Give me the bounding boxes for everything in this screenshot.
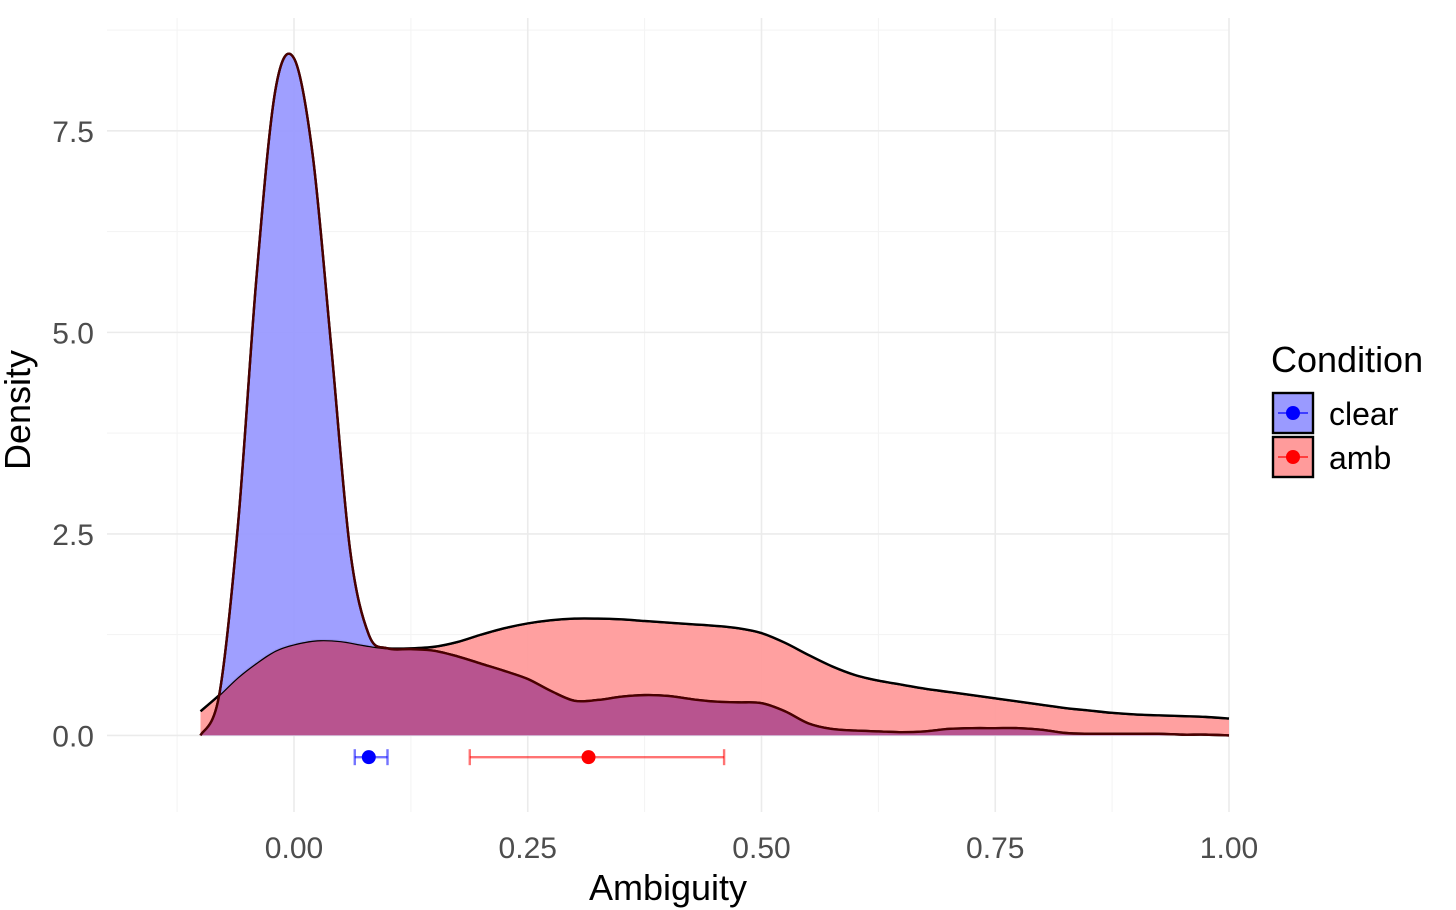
legend-label-clear: clear (1329, 396, 1399, 432)
y-tick-label: 2.5 (52, 519, 94, 552)
x-axis-title: Ambiguity (589, 867, 747, 908)
legend-item-clear: clear (1271, 391, 1399, 435)
y-tick-label: 7.5 (52, 116, 94, 149)
x-tick-label: 0.75 (966, 832, 1024, 865)
density-areas (199, 52, 1230, 737)
x-tick-label: 0.00 (265, 832, 323, 865)
y-tick-label: 5.0 (52, 317, 94, 350)
legend-key-amb-point (1286, 450, 1300, 464)
x-tick-label: 1.00 (1200, 832, 1258, 865)
legend-item-amb: amb (1271, 435, 1391, 479)
tick-labels: 0.00 0.25 0.50 0.75 1.00 0.0 2.5 5.0 7.5 (52, 116, 1258, 865)
density-overlap (200, 618, 1229, 736)
legend-title: Condition (1271, 339, 1423, 380)
x-tick-label: 0.25 (499, 832, 557, 865)
y-axis-title: Density (0, 350, 38, 470)
legend-label-amb: amb (1329, 440, 1391, 476)
legend: Condition clear amb (1271, 339, 1423, 479)
mean-errorbars (353, 749, 726, 766)
legend-key-clear-point (1286, 406, 1300, 420)
mean-point-clear (361, 750, 376, 765)
mean-point-amb (581, 750, 596, 765)
density-line-amb-over (200, 618, 1229, 720)
y-tick-label: 0.0 (52, 720, 94, 753)
density-line-clear-over (199, 52, 1230, 737)
x-tick-label: 0.50 (732, 832, 790, 865)
